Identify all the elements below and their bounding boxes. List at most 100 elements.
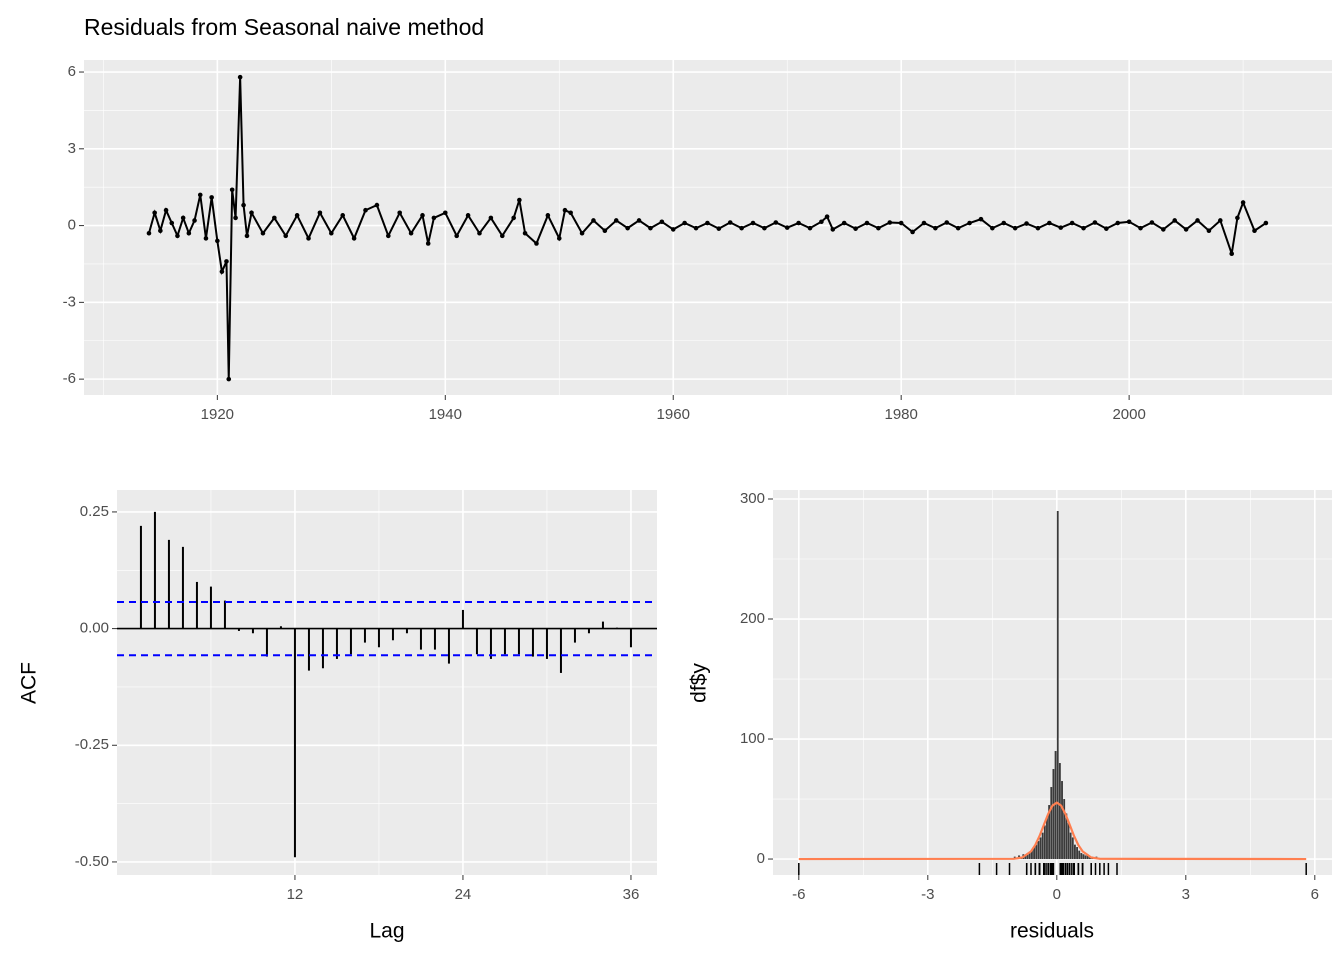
point <box>898 220 904 226</box>
x-tick-label: 2000 <box>1112 406 1145 423</box>
point <box>887 220 893 225</box>
point <box>990 225 995 231</box>
y-tick-label: -0.50 <box>75 853 109 870</box>
point <box>1001 220 1007 226</box>
point <box>1081 225 1086 231</box>
point <box>682 220 687 226</box>
histogram-bar <box>1035 844 1038 860</box>
y-tick-label: 0 <box>757 850 765 867</box>
histogram-bar <box>1041 832 1044 860</box>
point <box>1138 225 1143 231</box>
point <box>910 229 915 235</box>
x-tick-label: 6 <box>1311 886 1319 903</box>
point <box>224 259 229 264</box>
x-tick-label: -3 <box>921 886 934 903</box>
point <box>431 215 437 221</box>
point <box>477 230 482 236</box>
point <box>146 230 152 236</box>
point <box>386 233 391 239</box>
point <box>978 216 984 222</box>
x-tick-label: 36 <box>623 886 640 903</box>
histogram-bar <box>1065 813 1068 860</box>
point <box>876 225 881 231</box>
point <box>556 236 562 241</box>
point <box>180 215 186 221</box>
point <box>967 220 972 226</box>
point <box>591 218 596 223</box>
chart-title: Residuals from Seasonal naive method <box>84 14 484 40</box>
y-tick-label: -6 <box>63 370 76 387</box>
histogram-bar <box>1074 844 1076 860</box>
point <box>693 225 699 231</box>
histogram-bar <box>1026 853 1029 860</box>
histogram-bar <box>1028 851 1031 860</box>
point <box>511 215 516 221</box>
point <box>1252 228 1257 233</box>
point <box>408 230 414 236</box>
point <box>465 213 471 218</box>
point <box>1149 220 1155 225</box>
point <box>841 220 847 226</box>
point <box>175 233 180 239</box>
point <box>824 214 830 219</box>
histogram-bar <box>1024 855 1027 860</box>
point <box>1104 226 1109 231</box>
point <box>705 220 710 226</box>
point <box>260 230 266 236</box>
x-axis-title: Lag <box>369 920 404 943</box>
point <box>152 210 157 216</box>
x-tick-label: 1980 <box>884 406 917 423</box>
x-tick-label: 0 <box>1053 886 1061 903</box>
point <box>659 219 665 225</box>
point <box>625 225 630 231</box>
x-tick-label: 1920 <box>201 406 234 423</box>
histogram-bar <box>1050 787 1053 860</box>
point <box>351 236 357 241</box>
point <box>1047 220 1052 226</box>
point <box>648 225 653 231</box>
point <box>192 218 197 223</box>
point <box>830 227 836 232</box>
point <box>921 220 927 226</box>
histogram-bar <box>1080 853 1083 860</box>
point <box>499 233 505 239</box>
point <box>1024 221 1029 226</box>
y-axis-title: ACF <box>18 662 41 704</box>
point <box>579 230 585 236</box>
y-tick-label: 0 <box>68 217 76 234</box>
x-tick-label: 12 <box>287 886 304 903</box>
histogram-bar <box>1052 769 1055 860</box>
histogram-bar <box>1061 781 1063 860</box>
point <box>229 187 235 193</box>
point <box>1126 219 1132 225</box>
point <box>727 220 733 225</box>
x-tick-label: 1960 <box>657 406 690 423</box>
point <box>158 228 163 233</box>
histogram-bar <box>1054 751 1057 860</box>
x-tick-label: 1940 <box>429 406 462 423</box>
histogram-bar <box>1033 847 1035 860</box>
point <box>784 225 790 230</box>
point <box>1035 225 1041 231</box>
point <box>215 238 220 244</box>
point <box>397 210 403 216</box>
histogram-bar <box>1076 847 1078 860</box>
point <box>1218 218 1223 223</box>
histogram-bar <box>1086 855 1089 860</box>
histogram-bar <box>1043 825 1046 860</box>
point <box>244 233 250 239</box>
point <box>1235 215 1240 221</box>
y-tick-label: 100 <box>740 730 765 747</box>
point <box>329 230 334 236</box>
point <box>933 225 938 231</box>
histogram-bar <box>1058 763 1061 860</box>
point <box>241 202 246 208</box>
point <box>670 227 676 232</box>
point <box>340 213 346 218</box>
histogram-bar <box>1082 854 1085 860</box>
panel <box>84 60 1332 395</box>
histogram-bar <box>1067 823 1070 860</box>
y-tick-label: 300 <box>740 490 765 507</box>
point <box>363 207 368 213</box>
